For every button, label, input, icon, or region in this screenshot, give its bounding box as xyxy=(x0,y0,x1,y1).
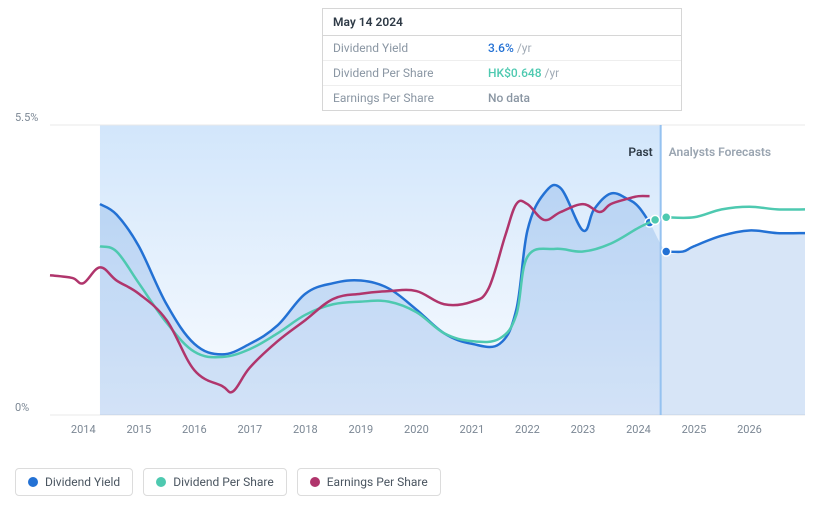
legend-label: Dividend Per Share xyxy=(173,475,274,489)
legend-dot-icon xyxy=(28,477,38,487)
tooltip-value-earnings-per-share: No data xyxy=(488,91,530,105)
forecast-region-label: Analysts Forecasts xyxy=(669,145,771,159)
legend: Dividend Yield Dividend Per Share Earnings… xyxy=(15,468,441,496)
x-tick-label: 2025 xyxy=(682,423,707,436)
y-tick-label: 0% xyxy=(15,401,29,414)
tooltip-label: Dividend Per Share xyxy=(333,66,488,80)
x-tick-label: 2024 xyxy=(626,423,651,436)
tooltip-label: Dividend Yield xyxy=(333,41,488,55)
tooltip-row-dividend-yield: Dividend Yield 3.6% /yr xyxy=(323,36,681,61)
x-tick-label: 2022 xyxy=(515,423,540,436)
x-tick-label: 2023 xyxy=(571,423,596,436)
tooltip-label: Earnings Per Share xyxy=(333,91,488,105)
legend-label: Earnings Per Share xyxy=(327,475,428,489)
x-tick-label: 2018 xyxy=(293,423,318,436)
legend-item[interactable]: Earnings Per Share xyxy=(297,468,441,496)
tooltip-row-earnings-per-share: Earnings Per Share No data xyxy=(323,86,681,110)
legend-item[interactable]: Dividend Per Share xyxy=(143,468,287,496)
x-tick-label: 2014 xyxy=(71,423,96,436)
chart[interactable]: 5.5%0% 201420152016201720182019202020212… xyxy=(15,115,805,445)
x-tick-label: 2019 xyxy=(349,423,374,436)
legend-dot-icon xyxy=(310,477,320,487)
tooltip-unit: /yr xyxy=(517,41,532,55)
legend-dot-icon xyxy=(156,477,166,487)
legend-label: Dividend Yield xyxy=(45,475,120,489)
tooltip-unit: /yr xyxy=(545,66,560,80)
tooltip-panel: May 14 2024 Dividend Yield 3.6% /yr Divi… xyxy=(322,8,682,111)
tooltip-date: May 14 2024 xyxy=(323,9,681,36)
chart-svg xyxy=(15,115,805,445)
x-tick-label: 2021 xyxy=(460,423,485,436)
y-tick-label: 5.5% xyxy=(15,111,38,124)
tooltip-value-dividend-per-share: HK$0.648 xyxy=(488,66,542,80)
x-tick-label: 2016 xyxy=(182,423,207,436)
tooltip-row-dividend-per-share: Dividend Per Share HK$0.648 /yr xyxy=(323,61,681,86)
x-tick-label: 2026 xyxy=(737,423,762,436)
tooltip-value-dividend-yield: 3.6% xyxy=(488,41,514,55)
x-tick-label: 2015 xyxy=(126,423,151,436)
past-region-label: Past xyxy=(628,145,652,159)
x-tick-label: 2017 xyxy=(237,423,262,436)
x-tick-label: 2020 xyxy=(404,423,429,436)
legend-item[interactable]: Dividend Yield xyxy=(15,468,133,496)
